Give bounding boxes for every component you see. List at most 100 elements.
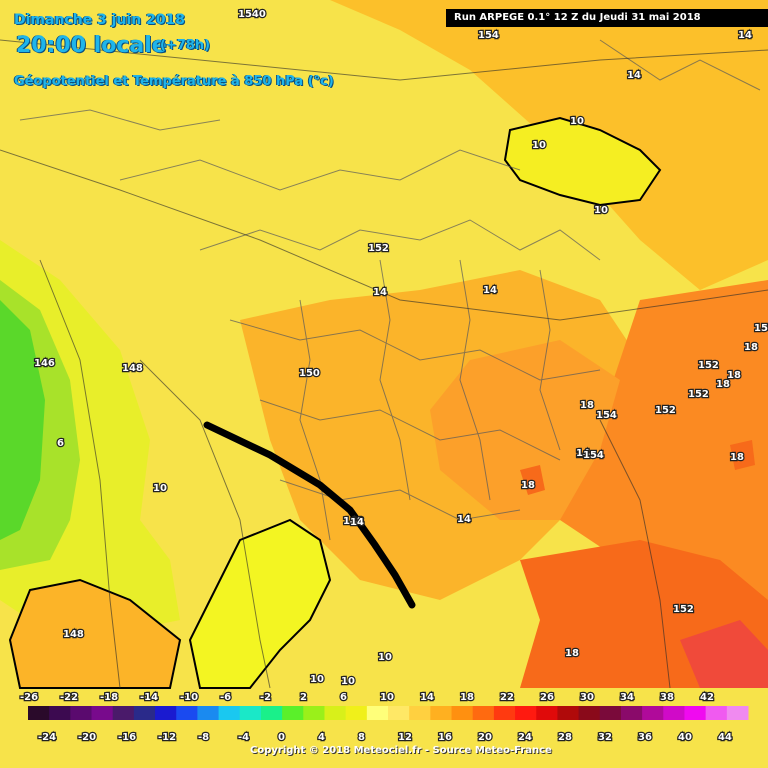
legend-bottom-label: -16 [118,732,136,743]
legend-swatch [493,706,516,720]
legend-swatch [515,706,537,720]
field-italy-spot [730,440,755,470]
run-info-bar: Run ARPEGE 0.1° 12 Z du Jeudi 31 mai 201… [446,9,768,27]
forecast-variable: Géopotentiel et Température à 850 hPa (°… [14,74,334,89]
border-line [279,479,521,521]
legend-bottom-label: 40 [678,732,692,743]
legend-swatch [536,706,558,720]
map-label: 152 [673,604,694,615]
map-label: 14 [576,449,590,460]
map-label: 152 [688,389,709,400]
map-label: 150 [299,368,320,379]
legend-swatches [28,706,749,720]
legend-bottom-label: -8 [198,732,209,743]
legend-top-label: -2 [260,692,271,703]
map-label: 148 [122,363,143,374]
legend-swatch [49,706,71,720]
map-label: 10 [378,652,392,663]
map-label: 14 [483,285,497,296]
isohypse-line [139,359,271,689]
legend-top-label: 6 [340,692,347,703]
map-label: 152 [655,405,676,416]
field-iberia-orange [8,578,182,689]
field-southeast-deepred [680,620,768,688]
border-line [539,269,561,451]
legend-top-label: -18 [100,692,118,703]
legend-bottom-label: 44 [718,732,732,743]
legend-swatch [282,706,304,720]
map-label: 10 [532,140,546,151]
legend-bottom-label: -12 [158,732,176,743]
legend-swatch [663,706,685,720]
legend-swatch [155,706,177,720]
forecast-time: 20:00 locale [16,33,167,58]
legend-bottom-label: -24 [38,732,56,743]
map-label: 14 [576,448,590,459]
map-label: 18 [730,452,744,463]
map-label-top: 1540 [238,9,266,20]
legend-swatch [578,706,601,720]
legend-swatch [451,706,474,720]
map-label: 18 [716,379,730,390]
legend-swatch [620,706,643,720]
legend-top-label: 2 [300,692,307,703]
map-label: 18 [744,342,758,353]
legend-swatch [430,706,453,720]
map-label: 14 [457,514,471,525]
legend-swatch [239,706,262,720]
legend-swatch [28,706,50,720]
field-poland-yellow [503,116,662,207]
legend-bottom-label: 4 [318,732,325,743]
legend-top-label: 34 [620,692,634,703]
legend-swatch [303,706,325,720]
map-label: 6 [57,438,64,449]
legend-top-label: -26 [20,692,38,703]
legend-bottom-label: 0 [278,732,285,743]
border-line [199,219,601,261]
isohypse-layer [0,39,768,689]
map-label: 154 [754,323,768,334]
legend-top-label: 30 [580,692,594,703]
border-line [259,399,561,461]
map-label: 146 [34,358,55,369]
legend-swatch [260,706,283,720]
legend-top-label: 42 [700,692,714,703]
isohypse-line [0,149,768,321]
legend-top-label: 14 [420,692,434,703]
map-label: 18 [565,648,579,659]
legend-swatch [388,706,410,720]
legend-swatch [642,706,664,720]
field-east-darkorange [540,280,768,640]
legend-top-label: -14 [140,692,158,703]
isohypse-line [599,419,671,689]
map-label: 10 [570,116,584,127]
legend-bottom-label: 8 [358,732,365,743]
color-legend: -26 -22 -18 -14 -10 -6 -2 2 6 10 14 18 22 26 30 34 38 42 … [19,691,749,744]
map-label: 14 [738,30,752,41]
border-line [379,259,411,501]
legend-swatch [70,706,93,720]
map-label: 10 [594,205,608,216]
legend-top-label: 18 [460,692,474,703]
map-label: 154 [596,410,617,421]
map-label: 152 [368,243,389,254]
map-label: 148 [343,516,364,527]
legend-top-label: -6 [220,692,231,703]
forecast-lead: (+78h) [160,38,211,53]
border-line [229,319,601,381]
map-label: 154 [583,450,604,461]
isohypse-line [39,259,121,689]
field-central-orange [430,340,620,520]
border-line [299,299,331,541]
legend-top-labels: -26 -22 -18 -14 -10 -6 -2 2 6 10 14 18 22 26 30 34 38 42 [19,691,715,705]
map-label: 152 [698,360,719,371]
legend-swatch [133,706,156,720]
legend-swatch [112,706,135,720]
legend-bottom-label: 12 [398,732,412,743]
legend-top-label: 10 [380,692,394,703]
legend-swatch [197,706,220,720]
legend-swatch [91,706,114,720]
field-west-green [0,300,45,540]
map-label: 10 [153,483,167,494]
field-north-orange [330,0,768,290]
